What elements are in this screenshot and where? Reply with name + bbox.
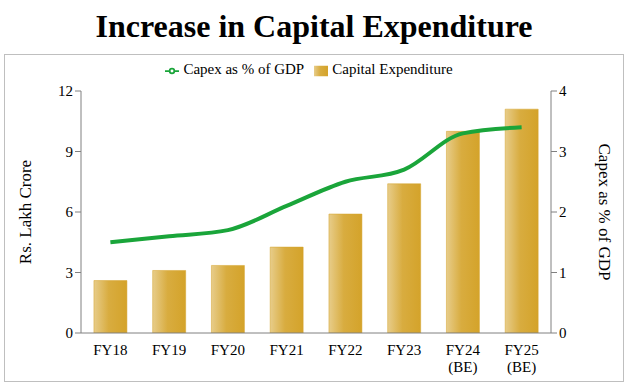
svg-text:4: 4 bbox=[559, 83, 567, 99]
svg-text:Rs. Lakh Crore: Rs. Lakh Crore bbox=[16, 160, 35, 264]
svg-text:FY23: FY23 bbox=[387, 342, 421, 358]
svg-text:3: 3 bbox=[559, 144, 567, 160]
svg-text:FY21: FY21 bbox=[270, 342, 304, 358]
svg-text:FY18: FY18 bbox=[93, 342, 127, 358]
svg-text:0: 0 bbox=[66, 325, 74, 341]
svg-text:FY25(BE): FY25(BE) bbox=[505, 342, 539, 376]
svg-text:3: 3 bbox=[66, 265, 74, 281]
html-text:Capital Expenditure: Capital Expenditure bbox=[332, 61, 453, 77]
svg-text:12: 12 bbox=[58, 83, 73, 99]
svg-text:FY24(BE): FY24(BE) bbox=[446, 342, 481, 376]
svg-text:FY22: FY22 bbox=[328, 342, 362, 358]
html-text:Capex as % of GDP: Capex as % of GDP bbox=[183, 61, 305, 77]
svg-text:6: 6 bbox=[66, 204, 74, 220]
svg-text:Capex as % of GDP: Capex as % of GDP bbox=[595, 144, 614, 281]
svg-text:0: 0 bbox=[559, 325, 567, 341]
svg-text:1: 1 bbox=[559, 265, 567, 281]
svg-text:2: 2 bbox=[559, 204, 567, 220]
html-text:Increase in Capital Expenditur: Increase in Capital Expenditure bbox=[95, 8, 533, 44]
svg-text:FY20: FY20 bbox=[211, 342, 245, 358]
svg-text:9: 9 bbox=[66, 144, 74, 160]
svg-text:FY19: FY19 bbox=[152, 342, 186, 358]
